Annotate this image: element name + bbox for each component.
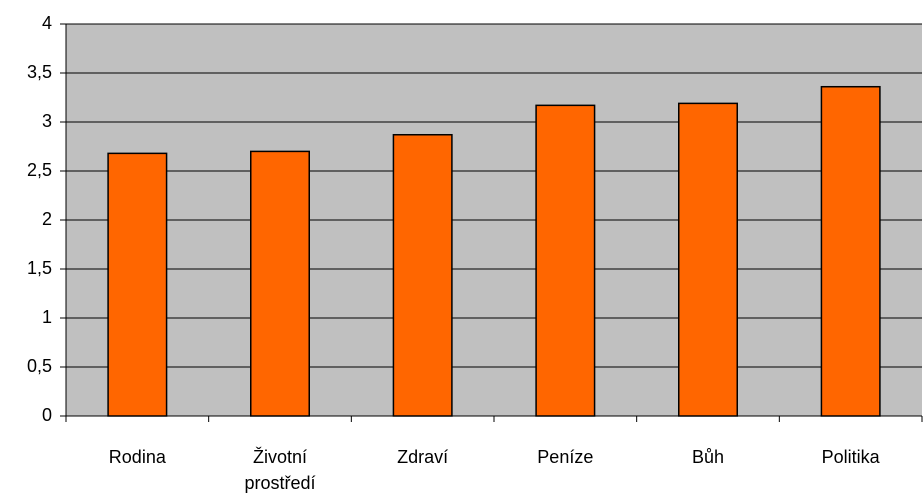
y-tick-label: 4: [42, 13, 52, 33]
x-tick-label: Rodina: [108, 447, 166, 467]
x-tick-label: Bůh: [691, 447, 725, 467]
y-tick-label: 0: [42, 405, 52, 425]
y-tick-label: 3,5: [27, 62, 52, 82]
bar: [392, 133, 453, 417]
bar: [107, 152, 168, 417]
y-tick-label: 2,5: [27, 160, 52, 180]
y-tick-label: 3: [42, 111, 52, 131]
bar: [535, 104, 596, 417]
x-tick-label: Zdraví: [397, 447, 449, 467]
y-tick-label: 1,5: [27, 258, 52, 278]
x-tick-label: Politika: [821, 447, 880, 467]
bar: [678, 102, 738, 417]
y-tick-label: 1: [42, 307, 52, 327]
x-tick-label: Životní prostředí: [244, 447, 316, 493]
y-tick-label: 2: [42, 209, 52, 229]
y-tick-label: 0,5: [27, 356, 52, 376]
x-tick-label: Peníze: [537, 447, 594, 467]
bar: [820, 85, 881, 417]
bar: [250, 150, 310, 417]
